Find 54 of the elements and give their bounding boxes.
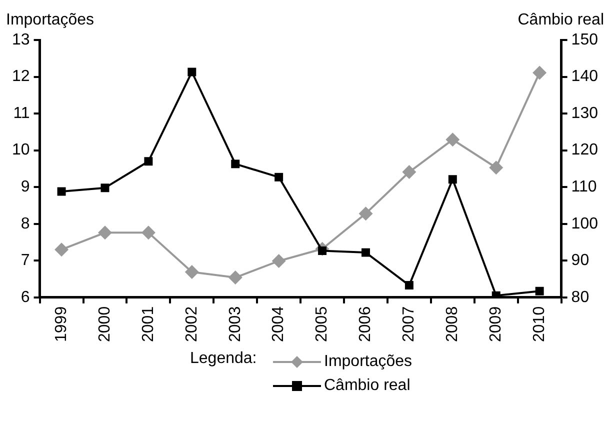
y-tick-label: 9 bbox=[20, 178, 30, 196]
point bbox=[535, 286, 544, 296]
x-tick-label: 2010 bbox=[530, 306, 548, 342]
y2-tick-label: 130 bbox=[571, 104, 598, 122]
point bbox=[54, 242, 69, 257]
y-tick-label: 7 bbox=[20, 252, 30, 270]
point bbox=[448, 175, 457, 184]
y-tick-label: 8 bbox=[20, 215, 30, 232]
y2-tick-label: 90 bbox=[571, 252, 590, 270]
legend-title: Legenda: bbox=[190, 350, 257, 368]
point bbox=[231, 160, 240, 168]
x-tick-label: 2007 bbox=[400, 306, 418, 342]
y2-tick-label: 140 bbox=[571, 68, 598, 86]
y-tick-label: 11 bbox=[13, 104, 30, 122]
y2-tick-label: 150 bbox=[571, 31, 598, 48]
point bbox=[274, 172, 284, 182]
point bbox=[228, 270, 242, 285]
y2-axis-title: Câmbio real bbox=[518, 11, 604, 28]
point bbox=[402, 165, 416, 180]
point bbox=[358, 206, 373, 221]
point bbox=[361, 248, 370, 257]
point bbox=[446, 132, 460, 147]
point bbox=[144, 157, 153, 166]
point bbox=[272, 254, 286, 268]
x-tick-label: 2001 bbox=[140, 306, 157, 342]
point bbox=[404, 281, 414, 290]
y-tick-label: 13 bbox=[12, 31, 30, 48]
y2-tick-label: 80 bbox=[571, 288, 590, 306]
point bbox=[141, 226, 156, 240]
y2-tick-label: 120 bbox=[571, 142, 598, 159]
x-tick-label: 2008 bbox=[444, 306, 462, 342]
x-tick-label: 2005 bbox=[314, 306, 331, 342]
x-tick-label: 2003 bbox=[226, 306, 244, 342]
x-tick-label: 2004 bbox=[270, 306, 288, 342]
point bbox=[98, 226, 112, 240]
x-tick-label: 2009 bbox=[488, 306, 505, 342]
point bbox=[100, 184, 110, 192]
x-tick-label: 2000 bbox=[96, 306, 114, 342]
point bbox=[188, 68, 196, 76]
y-tick-label: 10 bbox=[12, 142, 30, 159]
point bbox=[57, 187, 66, 196]
y-tick-label: 6 bbox=[20, 288, 30, 306]
x-tick-label: 2006 bbox=[357, 306, 374, 342]
point bbox=[489, 160, 504, 175]
y2-tick-label: 100 bbox=[571, 215, 598, 232]
point bbox=[184, 265, 199, 280]
y-tick-label: 12 bbox=[12, 68, 30, 86]
x-tick-label: 1999 bbox=[52, 306, 70, 342]
legend-label: Câmbio real bbox=[324, 377, 410, 395]
legend-label: Importações bbox=[324, 353, 412, 371]
y-axis-title: Importações bbox=[6, 11, 94, 28]
x-tick-label: 2002 bbox=[183, 306, 200, 342]
point bbox=[532, 66, 547, 80]
y2-tick-label: 110 bbox=[571, 178, 597, 196]
